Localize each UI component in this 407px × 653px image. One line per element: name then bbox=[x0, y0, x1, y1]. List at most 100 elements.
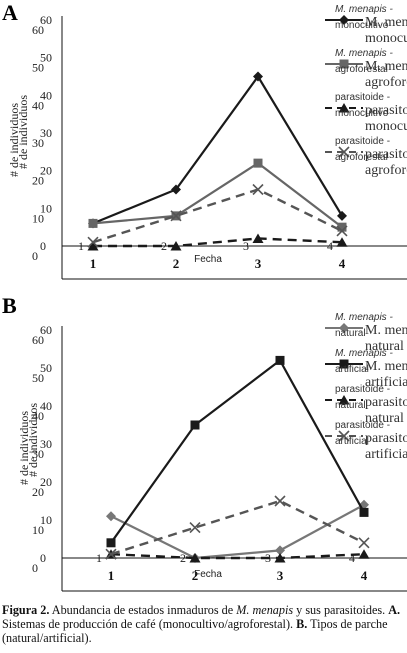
panel-a-xtick-1: 1 bbox=[90, 256, 97, 271]
panel-a-series-3-legend-label-big-2: monocultivo bbox=[365, 119, 407, 134]
panel-b-series-4-legend-label-1: parasitoide - bbox=[335, 420, 390, 431]
panel-a-series-4-point-4-stroke-b bbox=[336, 225, 348, 237]
panel-b-series-2-legend-marker bbox=[339, 359, 349, 369]
panel-b-xtick-1: 1 bbox=[108, 568, 115, 583]
panel-a-series-2-line bbox=[92, 161, 343, 229]
panel-b-series-4-line bbox=[110, 499, 365, 556]
panel-b-xtick-3: 3 bbox=[277, 568, 284, 583]
panel-a-ytick-50: 50 bbox=[40, 51, 52, 65]
panel-a-xtick-2: 2 bbox=[173, 256, 180, 271]
panel-b-series-1-legend-label-2: natural bbox=[335, 328, 366, 339]
panel-b-series-4-point-4 bbox=[358, 537, 370, 549]
panel-b-series-1-legend-label-big-2: natural bbox=[365, 339, 404, 354]
panel-b-series-3-point-3 bbox=[274, 553, 286, 563]
panel-a-series-4-point-2-stroke-b bbox=[170, 210, 182, 222]
panel-b-series-2-legend-label-2: artificial bbox=[335, 364, 369, 375]
caption-label-a: A. bbox=[388, 603, 401, 617]
panel-b-series-4-legend-marker-stroke-b bbox=[338, 430, 350, 442]
panel-a-xtick-4: 4 bbox=[339, 256, 346, 271]
panel-b-series-3-legend-marker bbox=[338, 395, 350, 405]
panel-b-series-3-point-2 bbox=[189, 553, 201, 563]
panel-b-ylabel: # de individuos bbox=[17, 411, 31, 485]
panel-b-ytick-shadow-0: 0 bbox=[32, 561, 38, 575]
panel-a-ytick-shadow-10: 10 bbox=[32, 211, 44, 225]
panel-a-series-3-legend-label-2: monocultivo bbox=[335, 108, 389, 119]
caption-text-1: Abundancia de estados inmaduros de bbox=[49, 603, 237, 617]
panel-b-series-3-legend-label-2: natural bbox=[335, 400, 366, 411]
panel-a-ytick-40: 40 bbox=[40, 88, 52, 102]
panel-b-series-1-legend-marker bbox=[339, 323, 349, 333]
panel-b-ytick-50: 50 bbox=[40, 361, 52, 375]
caption-figure-label: Figura 2. bbox=[2, 603, 50, 617]
panel-a-series-4-point-2 bbox=[170, 210, 182, 222]
panel-a-ytick-shadow-20: 20 bbox=[32, 174, 44, 188]
panel-a-series-3-line bbox=[93, 237, 343, 248]
panel-b-ytick-shadow-10: 10 bbox=[32, 523, 44, 537]
panel-a-xlabel: Fecha bbox=[194, 254, 222, 265]
panel-a-ytick-shadow-30: 30 bbox=[32, 136, 44, 150]
panel-b-series-2-point-1 bbox=[106, 538, 116, 548]
panel-a-series-3-legend-label-1: parasitoide - bbox=[335, 92, 390, 103]
panel-b-series-2-legend-label-1: M. menapis - bbox=[335, 348, 393, 359]
panel-a-series-1-point-2 bbox=[171, 184, 181, 195]
panel-a-ytick-10: 10 bbox=[40, 201, 52, 215]
panel-a-ytick-shadow-50: 50 bbox=[32, 61, 44, 75]
figure-caption: Figura 2. Abundancia de estados inmaduro… bbox=[2, 603, 406, 645]
panel-a-series-4-point-3-stroke-b bbox=[252, 183, 264, 196]
panel-a-series-1-legend-label-big-2: monocultivo bbox=[365, 31, 407, 46]
panel-b-ytick-0: 0 bbox=[40, 551, 46, 565]
panel-a-ytick-shadow-0: 0 bbox=[32, 249, 38, 263]
panel-b-ytick-shadow-60: 60 bbox=[32, 333, 44, 347]
panel-a-series-2-legend-marker bbox=[339, 59, 349, 69]
panel-a-series-4-legend-label-big-2: agroforestal bbox=[365, 163, 407, 178]
panel-a-series-4-legend-marker-stroke-b bbox=[338, 146, 350, 158]
panel-b-series-1-point-1 bbox=[106, 511, 116, 522]
panel-b-series-3-legend-label-big-1: parasitoide - bbox=[365, 395, 407, 410]
panel-b-series-4-point-2-stroke-b bbox=[189, 522, 201, 534]
panel-b-ytick-shadow-30: 30 bbox=[32, 447, 44, 461]
panel-b-series-2-point-4 bbox=[359, 507, 369, 517]
panel-a-series-4-point-1 bbox=[87, 236, 99, 248]
caption-species: M. menapis bbox=[236, 603, 294, 617]
panel-b-xlabel: Fecha bbox=[194, 569, 222, 580]
panel-b-series-4-legend-label-2: artificial bbox=[335, 436, 369, 447]
panel-b-xtick-4: 4 bbox=[361, 568, 368, 583]
panel-a-series-4-legend-label-2: agroforestal bbox=[335, 152, 388, 163]
panel-a-ytick-0: 0 bbox=[40, 239, 46, 253]
panel-a-xtick-3: 3 bbox=[255, 256, 262, 271]
panel-b-xtick-small-2: 2 bbox=[180, 551, 186, 565]
panel-b-series-4-point-2 bbox=[189, 522, 201, 534]
caption-label-b: B. bbox=[296, 617, 308, 631]
panel-b-series-2-legend-label-big-2: artificial bbox=[365, 375, 407, 390]
panel-a-series-1-legend-label-big-1: M. menapis - bbox=[365, 15, 407, 30]
panel-b-series-2-point-2 bbox=[190, 420, 200, 430]
panel-a-ylabel-shadow: # de individuos bbox=[16, 95, 30, 169]
panel-a-xtick-small-2: 2 bbox=[161, 239, 167, 253]
caption-text-a: Sistemas de producción de café (monocult… bbox=[2, 617, 297, 631]
panel-a-series-2-point-4 bbox=[337, 222, 347, 232]
panel-a-xtick-small-4: 4 bbox=[327, 239, 333, 253]
panel-b-series-4-legend-marker bbox=[338, 430, 350, 442]
panel-b-ytick-40: 40 bbox=[40, 399, 52, 413]
panel-b-ytick-shadow-20: 20 bbox=[32, 485, 44, 499]
panel-a-series-1-legend-marker bbox=[339, 15, 349, 25]
panel-b-ytick-shadow-50: 50 bbox=[32, 371, 44, 385]
panel-b-series-3-legend-label-big-2: natural bbox=[365, 411, 404, 426]
panel-b-ytick-60: 60 bbox=[40, 323, 52, 337]
panel-a-series-3-point-4 bbox=[336, 237, 348, 247]
panel-b-xtick-small-1: 1 bbox=[96, 551, 102, 565]
panel-a-series-1-legend-label-1: M. menapis - bbox=[335, 4, 393, 15]
panel-b-series-1-legend-label-big-1: M. menapis - bbox=[365, 323, 407, 338]
panel-a-series-3-point-3 bbox=[252, 233, 264, 243]
panel-a-series-2-point-3 bbox=[253, 158, 263, 168]
panel-a-ytick-30: 30 bbox=[40, 126, 52, 140]
panel-b-xtick-2: 2 bbox=[192, 568, 199, 583]
panel-b-series-4-point-3 bbox=[274, 495, 286, 507]
panel-b-series-3-point-4 bbox=[358, 549, 370, 559]
panel-a-series-4-legend-label-1: parasitoide - bbox=[335, 136, 390, 147]
panel-b-series-1-point-3 bbox=[275, 545, 285, 556]
panel-a-series-4-legend-marker bbox=[338, 146, 350, 158]
panel-b-series-2-point-3 bbox=[275, 355, 285, 365]
panel-b-letter: B bbox=[2, 293, 17, 318]
